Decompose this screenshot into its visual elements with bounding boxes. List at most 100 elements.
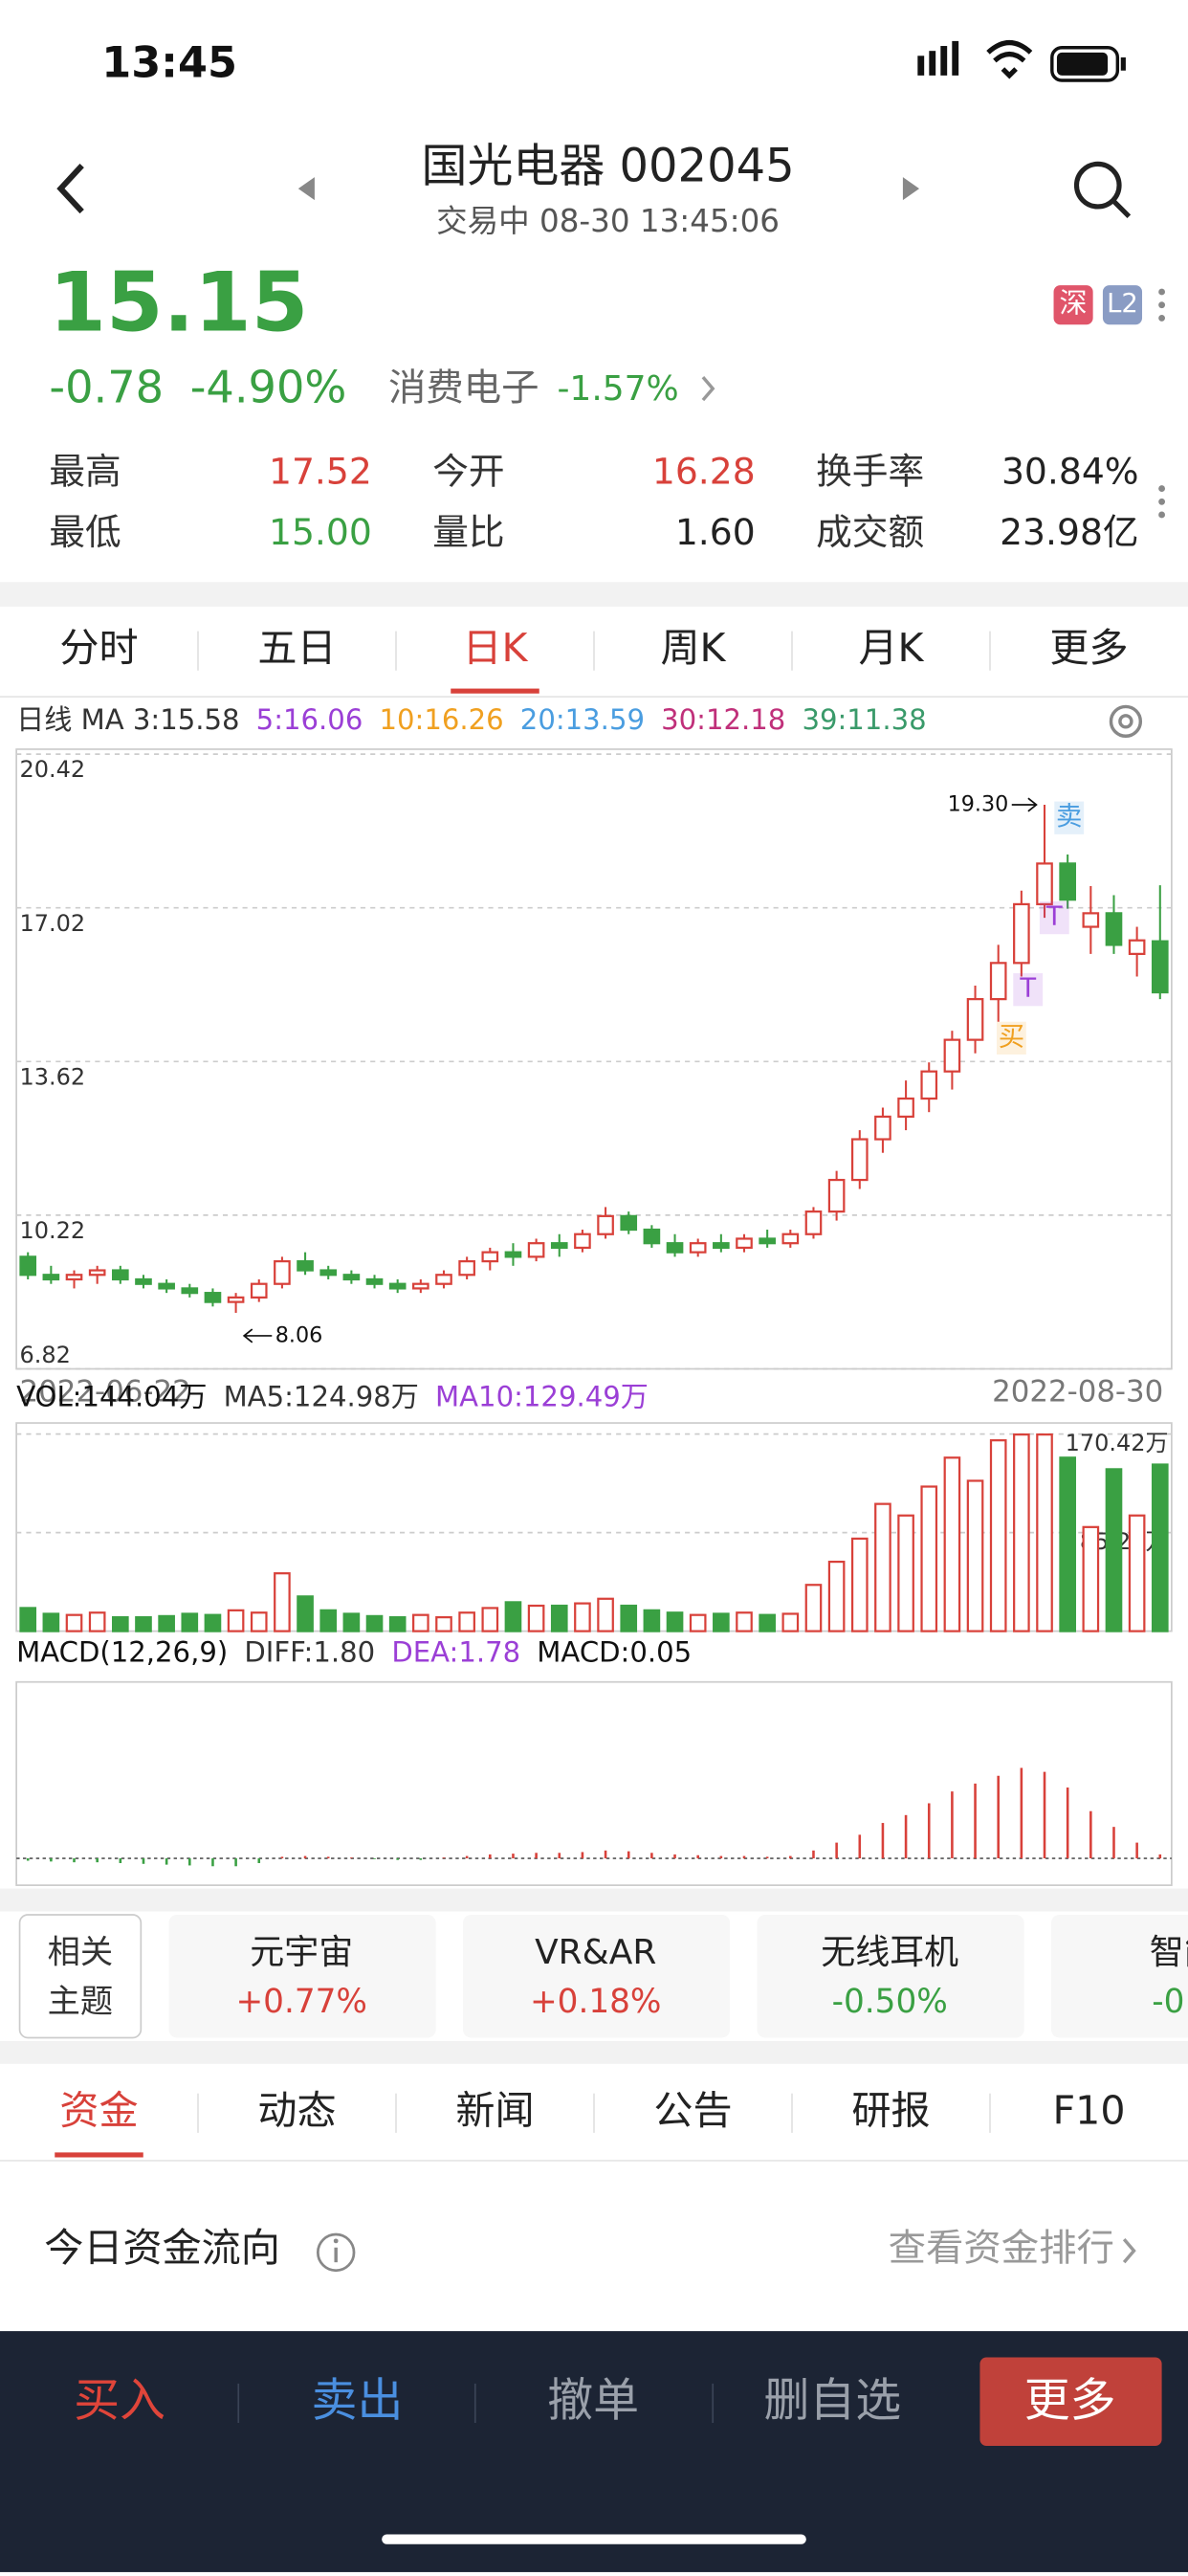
candle-body bbox=[713, 1242, 730, 1250]
tab[interactable]: 动态 bbox=[257, 2087, 336, 2133]
back-button[interactable] bbox=[56, 164, 84, 214]
volume-bar bbox=[504, 1601, 522, 1632]
y-tick-label: 17.02 bbox=[20, 910, 86, 937]
candle-body bbox=[759, 1237, 776, 1245]
candle-body bbox=[1082, 912, 1100, 928]
tab[interactable]: 资金 bbox=[59, 2087, 138, 2133]
volume-bar bbox=[158, 1614, 175, 1632]
marker: T bbox=[1045, 902, 1063, 932]
settings-icon[interactable] bbox=[1109, 704, 1143, 738]
volume-bar bbox=[1036, 1433, 1053, 1632]
concept-card[interactable] bbox=[168, 1914, 436, 2038]
separator bbox=[0, 582, 1188, 607]
y-tick-label: 10.22 bbox=[20, 1217, 86, 1244]
flow-title: 今日资金流向 bbox=[44, 2225, 280, 2271]
tab-underline bbox=[55, 2152, 143, 2158]
info-icon[interactable] bbox=[316, 2232, 356, 2273]
concept-label: 相关 bbox=[48, 1934, 114, 1972]
tab[interactable]: 公告 bbox=[653, 2087, 732, 2133]
arrow bbox=[242, 1328, 273, 1344]
marker: T bbox=[1019, 974, 1036, 1004]
volume-bar bbox=[804, 1584, 823, 1632]
kline-frame bbox=[15, 748, 1173, 1370]
x-tick-label: 2022-06-22 bbox=[20, 1375, 191, 1410]
volume-bar bbox=[88, 1611, 106, 1632]
prev-stock[interactable] bbox=[297, 177, 315, 201]
action-button[interactable]: 撤单 bbox=[547, 2373, 639, 2427]
volume-bar bbox=[65, 1613, 83, 1632]
candle-body bbox=[274, 1259, 291, 1285]
search-button[interactable] bbox=[1073, 161, 1132, 219]
tab[interactable]: 更多 bbox=[1049, 625, 1128, 671]
candle-body bbox=[135, 1277, 152, 1285]
candle-body bbox=[1036, 862, 1053, 906]
candle-body bbox=[88, 1269, 106, 1277]
concept-label-box bbox=[18, 1914, 143, 2039]
sector[interactable]: 消费电子 bbox=[388, 366, 539, 410]
ma-legend: 39:11.38 bbox=[802, 703, 926, 736]
candle-body bbox=[827, 1178, 846, 1213]
tab[interactable]: 研报 bbox=[851, 2087, 930, 2133]
tab[interactable]: 五日 bbox=[257, 625, 336, 671]
tab[interactable]: 日K bbox=[462, 625, 528, 671]
candle-body bbox=[574, 1232, 591, 1250]
volume-bar bbox=[689, 1613, 707, 1632]
candle-body bbox=[250, 1282, 268, 1299]
flow-link[interactable]: 查看资金排行 bbox=[889, 2227, 1114, 2271]
volume-bar bbox=[897, 1514, 914, 1632]
concept-pct: +0.18% bbox=[530, 1983, 662, 2021]
separator bbox=[0, 1888, 1188, 1912]
candle-body bbox=[920, 1070, 938, 1100]
concept-name: 元宇宙 bbox=[250, 1933, 353, 1972]
home-indicator bbox=[382, 2534, 806, 2544]
sector-pct[interactable]: -1.57% bbox=[557, 369, 678, 409]
stat-label: 最高 bbox=[49, 451, 121, 493]
candle-body bbox=[850, 1138, 869, 1182]
price: 15.15 bbox=[49, 255, 308, 351]
stat-value: 1.60 bbox=[675, 511, 756, 553]
stat-value: 15.00 bbox=[269, 511, 372, 553]
action-button[interactable]: 买入 bbox=[74, 2373, 165, 2427]
tab[interactable]: F10 bbox=[1053, 2087, 1126, 2133]
action-button[interactable]: 更多 bbox=[1024, 2373, 1116, 2427]
x-tick-label: 2022-08-30 bbox=[992, 1375, 1163, 1410]
y-tick-label: 13.62 bbox=[20, 1063, 86, 1090]
volume-bar bbox=[1059, 1456, 1076, 1632]
volume-bar bbox=[42, 1612, 60, 1632]
candle-body bbox=[181, 1287, 199, 1295]
stat-label: 量比 bbox=[432, 511, 504, 553]
volume-bar bbox=[666, 1611, 684, 1632]
tab[interactable]: 新闻 bbox=[455, 2087, 534, 2133]
candle-body bbox=[388, 1282, 407, 1290]
concept-card[interactable] bbox=[462, 1914, 731, 2038]
volume-bar bbox=[342, 1612, 361, 1632]
panel-legend: DIFF:1.80 bbox=[244, 1636, 375, 1669]
concept-card[interactable] bbox=[1050, 1914, 1188, 2038]
marker: 卖 bbox=[1056, 802, 1082, 832]
more-button-bg[interactable] bbox=[979, 2357, 1162, 2447]
candle-body bbox=[1128, 939, 1146, 955]
volume-bar bbox=[736, 1611, 753, 1632]
next-stock[interactable] bbox=[902, 177, 920, 201]
status-icons bbox=[917, 40, 1126, 82]
high-label: 19.30 bbox=[948, 792, 1009, 817]
volume-bar bbox=[181, 1612, 199, 1632]
volume-bar bbox=[112, 1615, 129, 1632]
action-button[interactable]: 卖出 bbox=[312, 2373, 404, 2427]
volume-bar bbox=[850, 1537, 869, 1632]
volume-bar bbox=[412, 1613, 429, 1632]
concept-card[interactable] bbox=[757, 1914, 1024, 2038]
tab[interactable]: 周K bbox=[660, 625, 726, 671]
panel-legend: MACD(12,26,9) bbox=[16, 1636, 228, 1669]
action-button[interactable]: 删自选 bbox=[763, 2373, 901, 2427]
candle-body bbox=[597, 1214, 614, 1235]
volume-bar bbox=[135, 1615, 152, 1632]
tab[interactable]: 分时 bbox=[59, 625, 138, 671]
tab[interactable]: 月K bbox=[858, 625, 924, 671]
more-dots[interactable] bbox=[1158, 288, 1166, 519]
panel-legend: DEA:1.78 bbox=[391, 1636, 520, 1669]
badge-bg bbox=[1053, 285, 1093, 325]
volume-bar bbox=[827, 1560, 846, 1632]
